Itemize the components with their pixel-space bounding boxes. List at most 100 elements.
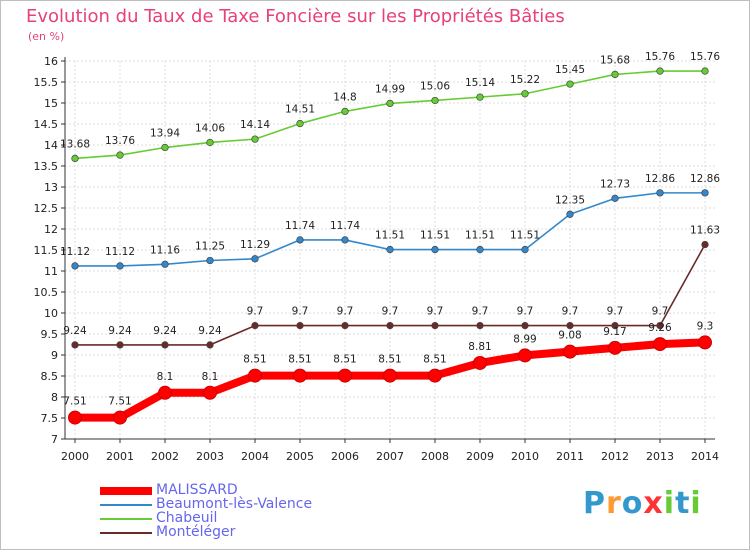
x-tick-label: 2006	[331, 450, 359, 463]
data-label: 8.1	[202, 371, 219, 383]
data-point	[203, 385, 217, 400]
data-point	[386, 321, 394, 330]
data-point	[293, 368, 307, 383]
legend-swatch	[100, 487, 152, 495]
data-point	[161, 341, 169, 349]
data-label: 9.7	[292, 306, 309, 318]
x-tick-label: 2005	[286, 450, 314, 463]
x-tick-label: 2001	[106, 450, 134, 463]
data-label: 11.51	[375, 230, 405, 242]
y-tick-label: 16	[44, 55, 58, 68]
y-tick-label: 7	[51, 433, 58, 446]
data-point	[71, 341, 79, 349]
data-point	[386, 99, 394, 108]
data-label: 14.51	[285, 104, 315, 116]
data-point	[116, 151, 124, 159]
data-point	[341, 236, 349, 244]
legend-label: Beaumont-lès-Valence	[156, 496, 313, 512]
data-label: 8.51	[288, 354, 311, 366]
y-tick-label: 9.5	[41, 328, 59, 341]
data-label: 9.24	[63, 325, 87, 337]
data-label: 9.7	[607, 306, 624, 318]
data-label: 8.51	[333, 354, 356, 366]
data-point	[116, 341, 124, 349]
data-point	[341, 107, 349, 116]
data-label: 7.51	[63, 396, 86, 408]
data-point	[476, 93, 484, 101]
data-label: 11.16	[150, 244, 180, 256]
data-point	[521, 245, 529, 254]
data-label: 9.24	[108, 325, 132, 337]
data-label: 12.86	[645, 173, 675, 185]
data-label: 13.76	[105, 135, 135, 147]
data-point	[473, 355, 487, 370]
data-label: 15.45	[555, 64, 585, 76]
data-point	[206, 138, 214, 147]
data-label: 12.73	[600, 178, 630, 190]
data-label: 13.94	[150, 128, 180, 140]
data-label: 14.99	[375, 83, 405, 95]
data-label: 9.7	[472, 306, 489, 318]
data-point	[113, 410, 127, 425]
data-label: 11.12	[60, 246, 90, 258]
data-point	[698, 335, 712, 350]
data-point	[296, 321, 304, 330]
y-tick-label: 10.5	[34, 286, 59, 299]
data-label: 11.51	[420, 230, 450, 242]
x-tick-label: 2007	[376, 450, 404, 463]
y-tick-label: 13	[44, 181, 58, 194]
data-label: 11.74	[330, 220, 360, 232]
data-point	[71, 262, 79, 270]
data-label: 15.76	[645, 51, 675, 63]
data-point	[611, 194, 619, 202]
x-tick-label: 2009	[466, 450, 494, 463]
data-label: 12.35	[555, 194, 585, 206]
data-point	[383, 368, 397, 383]
legend-label: Chabeuil	[156, 510, 218, 526]
data-label: 15.14	[465, 77, 495, 89]
data-label: 8.1	[157, 371, 174, 383]
data-label: 12.86	[690, 173, 720, 185]
y-tick-label: 9	[51, 349, 58, 362]
x-tick-label: 2000	[61, 450, 89, 463]
y-tick-label: 13.5	[34, 160, 59, 173]
data-label: 14.14	[240, 119, 270, 131]
data-label: 8.51	[243, 354, 266, 366]
data-label: 9.26	[648, 322, 672, 334]
data-label: 14.8	[333, 91, 356, 103]
data-label: 9.7	[247, 306, 264, 318]
data-label: 9.17	[603, 326, 626, 338]
data-point	[116, 262, 124, 270]
data-point	[521, 321, 529, 330]
data-point	[206, 341, 214, 349]
y-tick-label: 12	[44, 223, 58, 236]
y-tick-label: 8.5	[41, 370, 59, 383]
y-tick-label: 15.5	[34, 76, 59, 89]
data-point	[428, 368, 442, 383]
data-label: 9.7	[652, 306, 669, 318]
data-point	[656, 321, 664, 330]
data-point	[656, 189, 664, 197]
data-label: 11.51	[510, 230, 540, 242]
legend-swatch	[100, 532, 152, 534]
x-tick-label: 2013	[646, 450, 674, 463]
x-tick-label: 2003	[196, 450, 224, 463]
data-point	[701, 240, 709, 249]
data-label: 15.76	[690, 51, 720, 63]
data-label: 9.7	[427, 306, 444, 318]
legend-label: MALISSARD	[156, 482, 238, 498]
data-point	[476, 321, 484, 330]
data-point	[563, 344, 577, 359]
data-point	[251, 321, 259, 330]
data-point	[431, 245, 439, 254]
data-label: 11.12	[105, 246, 135, 258]
data-point	[161, 260, 169, 268]
x-tick-label: 2008	[421, 450, 449, 463]
data-label: 8.99	[513, 333, 536, 345]
y-tick-label: 11	[44, 265, 58, 278]
chart-subtitle: (en %)	[28, 30, 65, 43]
data-label: 9.08	[558, 330, 581, 342]
data-point	[653, 337, 667, 352]
legend-label: Montéléger	[156, 524, 236, 540]
